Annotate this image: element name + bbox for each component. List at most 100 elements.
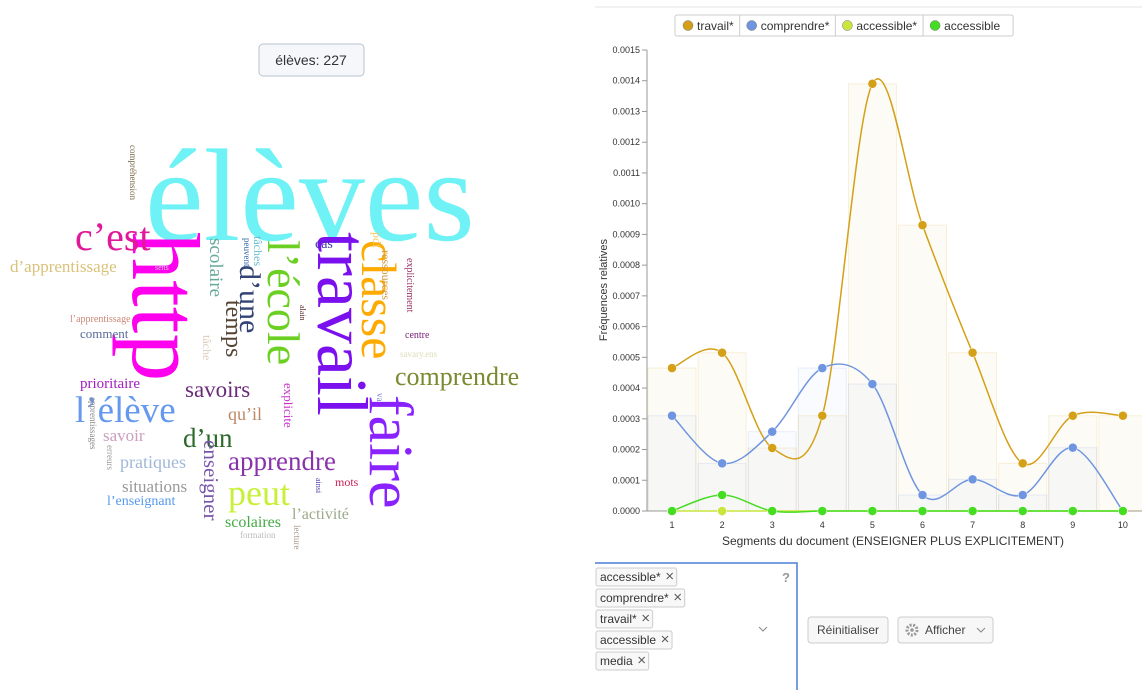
data-point[interactable] <box>867 379 878 389</box>
cloud-word[interactable]: qu’il <box>228 404 262 424</box>
cloud-word[interactable]: tâche <box>200 335 214 360</box>
tag[interactable] <box>595 651 650 671</box>
data-point[interactable] <box>967 347 978 358</box>
data-point[interactable] <box>967 474 978 485</box>
data-point[interactable] <box>917 506 928 516</box>
data-point[interactable] <box>1017 458 1028 469</box>
data-point[interactable] <box>667 410 677 421</box>
cloud-word[interactable]: va <box>375 393 385 402</box>
cloud-word[interactable]: explicite <box>281 383 296 428</box>
cloud-word[interactable]: travail <box>302 232 382 416</box>
data-point[interactable] <box>1068 442 1078 453</box>
cloud-word[interactable]: pratiques <box>120 452 186 472</box>
data-point[interactable] <box>767 443 777 453</box>
cloud-word[interactable]: l’élève <box>75 390 176 431</box>
data-point[interactable] <box>1118 410 1128 421</box>
legend-marker[interactable] <box>842 20 853 31</box>
data-point[interactable] <box>867 506 878 516</box>
tag-remove[interactable] <box>666 572 674 580</box>
cloud-word[interactable]: pdf <box>370 232 384 248</box>
button-label[interactable]: Afficher <box>925 623 965 637</box>
cloud-word[interactable]: ainsi <box>314 478 323 494</box>
cloud-word[interactable]: alain <box>298 305 307 321</box>
button-box[interactable] <box>897 616 994 644</box>
cloud-word[interactable]: cas <box>315 237 333 252</box>
cloud-word[interactable]: comprendre <box>395 362 519 391</box>
data-point[interactable] <box>817 410 828 421</box>
tag-remove[interactable] <box>638 656 646 664</box>
data-point[interactable] <box>767 426 777 437</box>
cloud-word[interactable]: ressources <box>379 250 393 300</box>
cloud-word[interactable]: explicitement <box>404 258 415 313</box>
data-point[interactable] <box>917 220 928 230</box>
cloud-word[interactable]: savary.ens <box>400 349 438 359</box>
data-point[interactable] <box>1068 410 1078 421</box>
cloud-word[interactable]: situations <box>122 477 187 496</box>
cloud-word[interactable]: comment <box>80 326 129 341</box>
data-point[interactable] <box>717 490 727 500</box>
cloud-word[interactable]: scolaires <box>225 514 281 531</box>
cloud-word[interactable]: erreurs <box>105 445 115 470</box>
data-point[interactable] <box>667 506 677 516</box>
data-point[interactable] <box>717 506 727 516</box>
cloud-word[interactable]: d’une <box>233 265 266 333</box>
cloud-word[interactable]: faire <box>356 395 424 509</box>
cloud-word[interactable]: formation <box>240 530 276 540</box>
cloud-word[interactable]: sens <box>155 263 169 272</box>
data-point[interactable] <box>817 506 828 516</box>
data-point[interactable] <box>1068 506 1078 516</box>
data-point[interactable] <box>1017 506 1028 516</box>
cloud-word[interactable]: lecture <box>292 525 302 549</box>
data-point[interactable] <box>917 490 928 500</box>
tag[interactable] <box>595 630 673 650</box>
cloud-word[interactable]: peut <box>228 473 290 513</box>
tag[interactable] <box>595 588 686 608</box>
help-icon[interactable]: ? <box>782 570 790 585</box>
data-point[interactable] <box>867 79 878 89</box>
cloud-word[interactable]: d’apprentissage <box>10 257 117 276</box>
cloud-word[interactable]: mots <box>335 475 359 489</box>
button-label[interactable]: Réinitialiser <box>817 623 879 637</box>
legend-marker[interactable] <box>746 20 757 31</box>
cloud-word[interactable]: centre <box>405 330 430 341</box>
data-point[interactable] <box>817 363 828 373</box>
cloud-word[interactable]: compréhension <box>128 145 138 200</box>
data-point[interactable] <box>967 506 978 516</box>
tag-remove[interactable] <box>661 635 669 643</box>
cloud-word[interactable]: d’un <box>183 423 233 453</box>
cloud-word[interactable]: tâches <box>251 236 265 266</box>
reset-button[interactable]: Réinitialiser <box>807 616 889 644</box>
data-point[interactable] <box>767 506 777 516</box>
cloud-word[interactable]: temps <box>220 300 246 357</box>
cloud-word[interactable]: peuvent <box>242 238 252 267</box>
data-point[interactable] <box>1118 506 1128 516</box>
data-point[interactable] <box>667 363 677 373</box>
data-point[interactable] <box>1017 490 1028 500</box>
legend-label[interactable]: accessible* <box>856 19 917 33</box>
cloud-word[interactable]: c’est <box>75 214 151 259</box>
legend-label[interactable]: comprendre* <box>761 19 830 33</box>
cloud-word[interactable]: enseigner <box>199 440 223 520</box>
cloud-word[interactable]: l’école <box>258 240 309 365</box>
dropdown-chevron[interactable] <box>758 626 768 632</box>
cloud-word[interactable]: http <box>112 232 219 381</box>
legend-label[interactable]: accessible <box>944 19 1000 33</box>
cloud-word[interactable]: élèves <box>145 122 475 269</box>
cloud-word[interactable]: scolaire <box>205 238 226 297</box>
legend-marker[interactable] <box>682 20 694 31</box>
cloud-word[interactable]: savoirs <box>185 377 250 402</box>
legend-marker[interactable] <box>929 20 941 31</box>
cloud-word[interactable]: classe <box>351 240 407 359</box>
data-point[interactable] <box>717 458 727 469</box>
button-box[interactable] <box>807 616 889 644</box>
data-point[interactable] <box>717 347 727 358</box>
tag-remove[interactable] <box>642 614 650 622</box>
tag-remove[interactable] <box>674 593 682 601</box>
tag[interactable] <box>595 567 678 587</box>
legend-label[interactable]: travail* <box>697 19 734 33</box>
cloud-word[interactable]: apprendre <box>228 446 336 476</box>
cloud-word[interactable]: savoir <box>103 426 145 445</box>
cloud-word[interactable]: prioritaire <box>80 376 140 392</box>
tag[interactable] <box>595 609 654 629</box>
cloud-word[interactable]: l’apprentissage <box>70 314 131 325</box>
